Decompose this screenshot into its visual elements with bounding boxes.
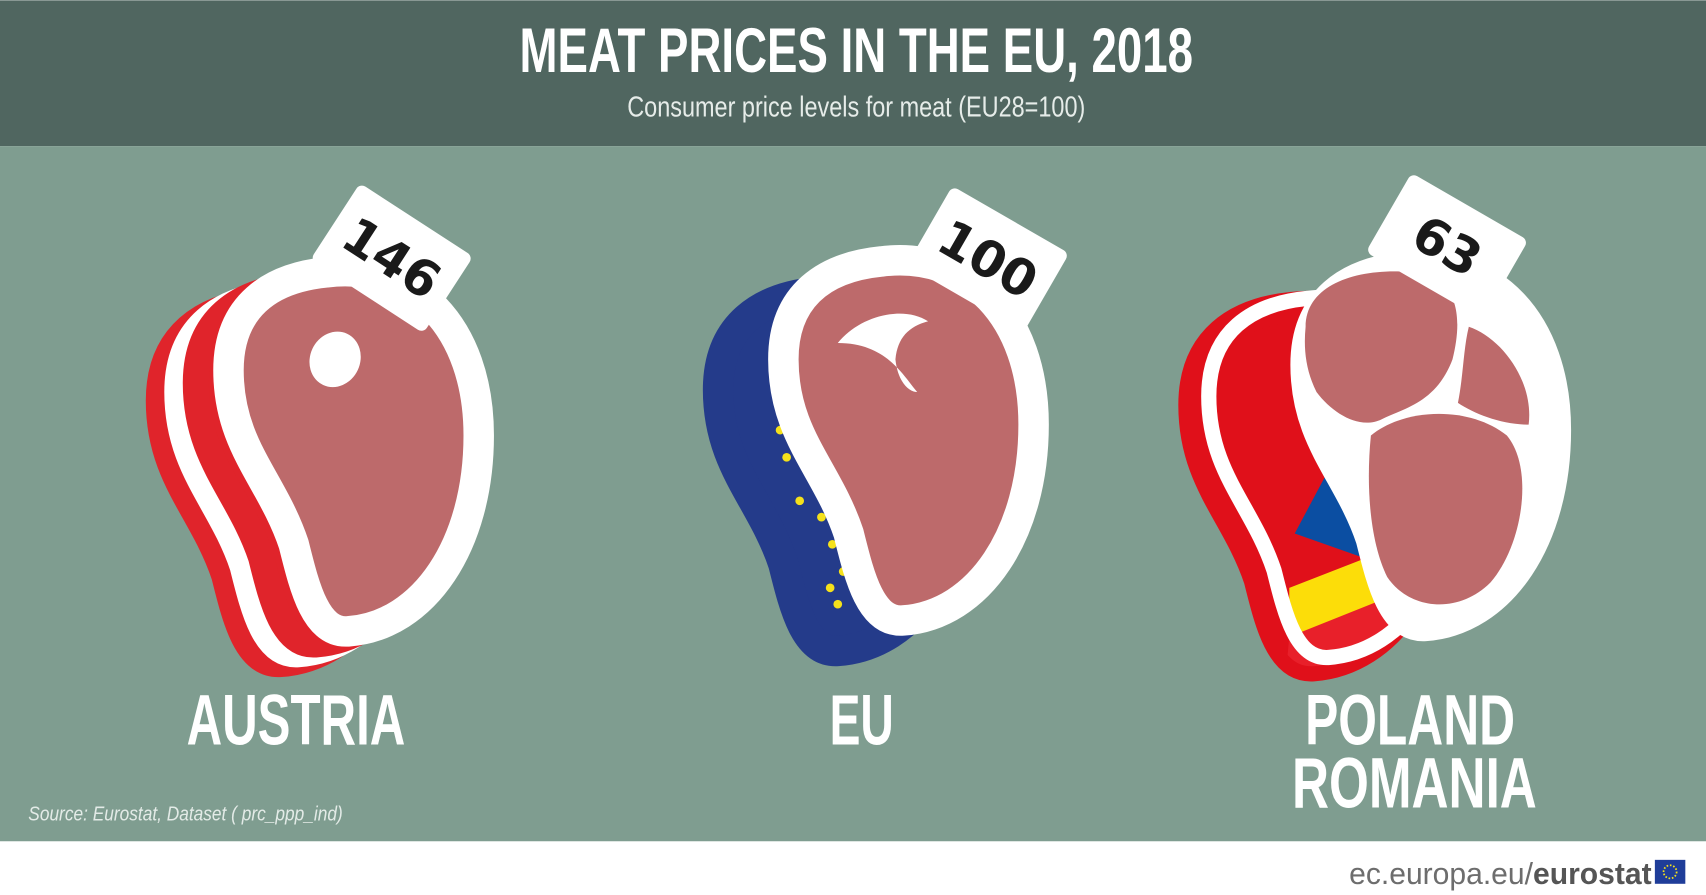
t-bone-icon (837, 313, 929, 393)
footer-brand: eurostat (1533, 857, 1652, 891)
source-note: Source: Eurostat, Dataset ( prc_ppp_ind) (28, 803, 342, 826)
poland-romania-steak-icon (1194, 266, 1556, 697)
austria-steak-icon (161, 271, 479, 662)
meat-lobe-bottom (1368, 413, 1523, 605)
meat-lobe-right (1457, 326, 1530, 425)
label-eu: EU (830, 681, 894, 761)
bone-icon (309, 331, 361, 388)
meat-lobe-top (1304, 271, 1458, 423)
price-tag-poland-romania: 63 (1368, 175, 1526, 318)
footer-site-text: ec.europa.eu/eurostat (1349, 857, 1651, 891)
footer-band (0, 841, 1706, 895)
label-romania: ROMANIA (1292, 744, 1537, 824)
footer-site: ec.europa.eu/ (1349, 857, 1533, 891)
eu-flag-icon (1654, 859, 1686, 884)
eu-steak-icon (718, 260, 1034, 651)
page-title: MEAT PRICES IN THE EU, 2018 (520, 16, 1193, 86)
label-poland: POLAND (1305, 681, 1515, 761)
page-subtitle: Consumer price levels for meat (EU28=100… (627, 91, 1085, 123)
label-austria: AUSTRIA (187, 681, 406, 761)
header-band (0, 0, 1706, 147)
